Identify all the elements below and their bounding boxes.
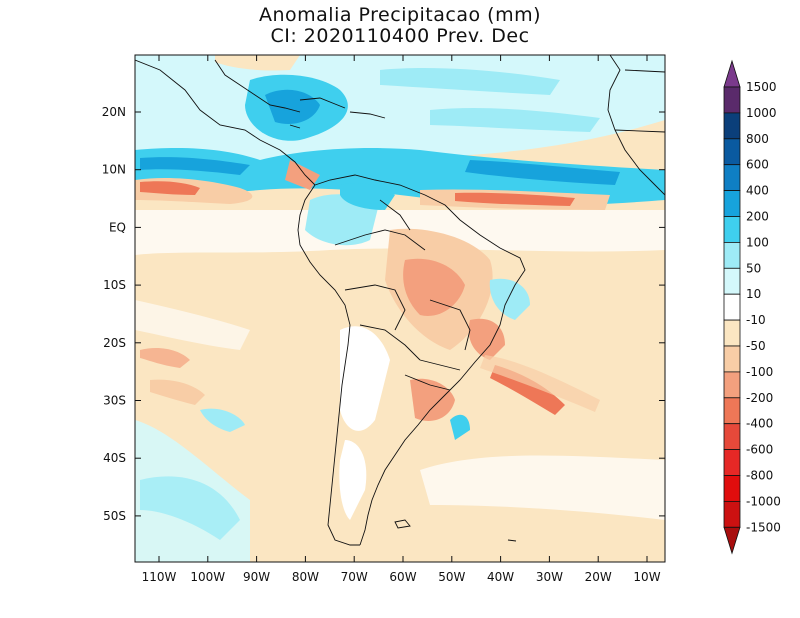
colorbar-segment [723, 449, 741, 476]
longitude-axis: 110W 100W 90W 80W 70W 60W 50W 40W 30W 20W 10W [142, 55, 661, 584]
lon-label: 10W [633, 570, 660, 584]
colorbar-label: -1000 [746, 494, 781, 508]
colorbar-label: 1000 [746, 106, 777, 120]
colorbar-segment [723, 345, 741, 373]
colorbar-label: 1500 [746, 80, 777, 94]
lat-label: 40S [103, 451, 126, 465]
colorbar-segment [723, 190, 741, 217]
colorbar: 1500 1000 800 600 400 200 100 50 10 -10 -50 -100 -20… [723, 59, 781, 555]
colorbar-label: -800 [746, 469, 773, 483]
colorbar-segment [723, 423, 741, 451]
colorbar-segment [723, 164, 741, 191]
lon-label: 70W [341, 570, 368, 584]
colorbar-label: 100 [746, 235, 769, 249]
lat-label: 10N [102, 163, 126, 177]
colorbar-top-arrow [723, 59, 741, 88]
colorbar-bottom-arrow [723, 526, 741, 555]
lon-label: 40W [487, 570, 514, 584]
colorbar-label: -600 [746, 443, 773, 457]
colorbar-segment [723, 267, 741, 295]
colorbar-label: 800 [746, 132, 769, 146]
colorbar-segment [723, 293, 741, 321]
colorbar-segment [723, 500, 741, 528]
colorbar-segment [723, 216, 741, 243]
lat-label: EQ [109, 220, 126, 234]
colorbar-label: 200 [746, 210, 769, 224]
colorbar-segment [723, 112, 741, 140]
lat-label: 20N [102, 105, 126, 119]
colorbar-segment [723, 86, 741, 114]
anomaly-fields [135, 55, 665, 562]
colorbar-label: -1500 [746, 520, 781, 534]
lon-label: 60W [389, 570, 416, 584]
lon-label: 100W [190, 570, 225, 584]
lon-label: 80W [292, 570, 319, 584]
colorbar-label: -50 [746, 339, 766, 353]
colorbar-label: 600 [746, 158, 769, 172]
lon-label: 90W [243, 570, 270, 584]
colorbar-label: -200 [746, 391, 773, 405]
colorbar-segment [723, 371, 741, 399]
lon-label: 30W [536, 570, 563, 584]
colorbar-segment [723, 319, 741, 347]
lat-label: 50S [103, 509, 126, 523]
colorbar-label: 50 [746, 261, 761, 275]
map-title: Anomalia Precipitacao (mm) [258, 4, 541, 26]
colorbar-segment [723, 397, 741, 425]
colorbar-label: -10 [746, 313, 766, 327]
colorbar-segment [723, 138, 741, 166]
colorbar-label: -400 [746, 417, 773, 431]
coastlines [135, 55, 665, 546]
lon-label: 110W [142, 570, 177, 584]
map-subtitle: CI: 2020110400 Prev. Dec [270, 25, 530, 47]
latitude-axis: 20N 10N EQ 10S 20S 30S 40S 50S [102, 105, 665, 523]
lat-label: 10S [103, 278, 126, 292]
colorbar-label: 400 [746, 184, 769, 198]
lon-label: 20W [585, 570, 612, 584]
map-frame [134, 54, 666, 563]
lat-label: 20S [103, 336, 126, 350]
colorbar-segment [723, 241, 741, 269]
colorbar-label: -100 [746, 365, 773, 379]
colorbar-label: 10 [746, 287, 761, 301]
colorbar-segment [723, 475, 741, 502]
lon-label: 50W [438, 570, 465, 584]
lat-label: 30S [103, 394, 126, 408]
